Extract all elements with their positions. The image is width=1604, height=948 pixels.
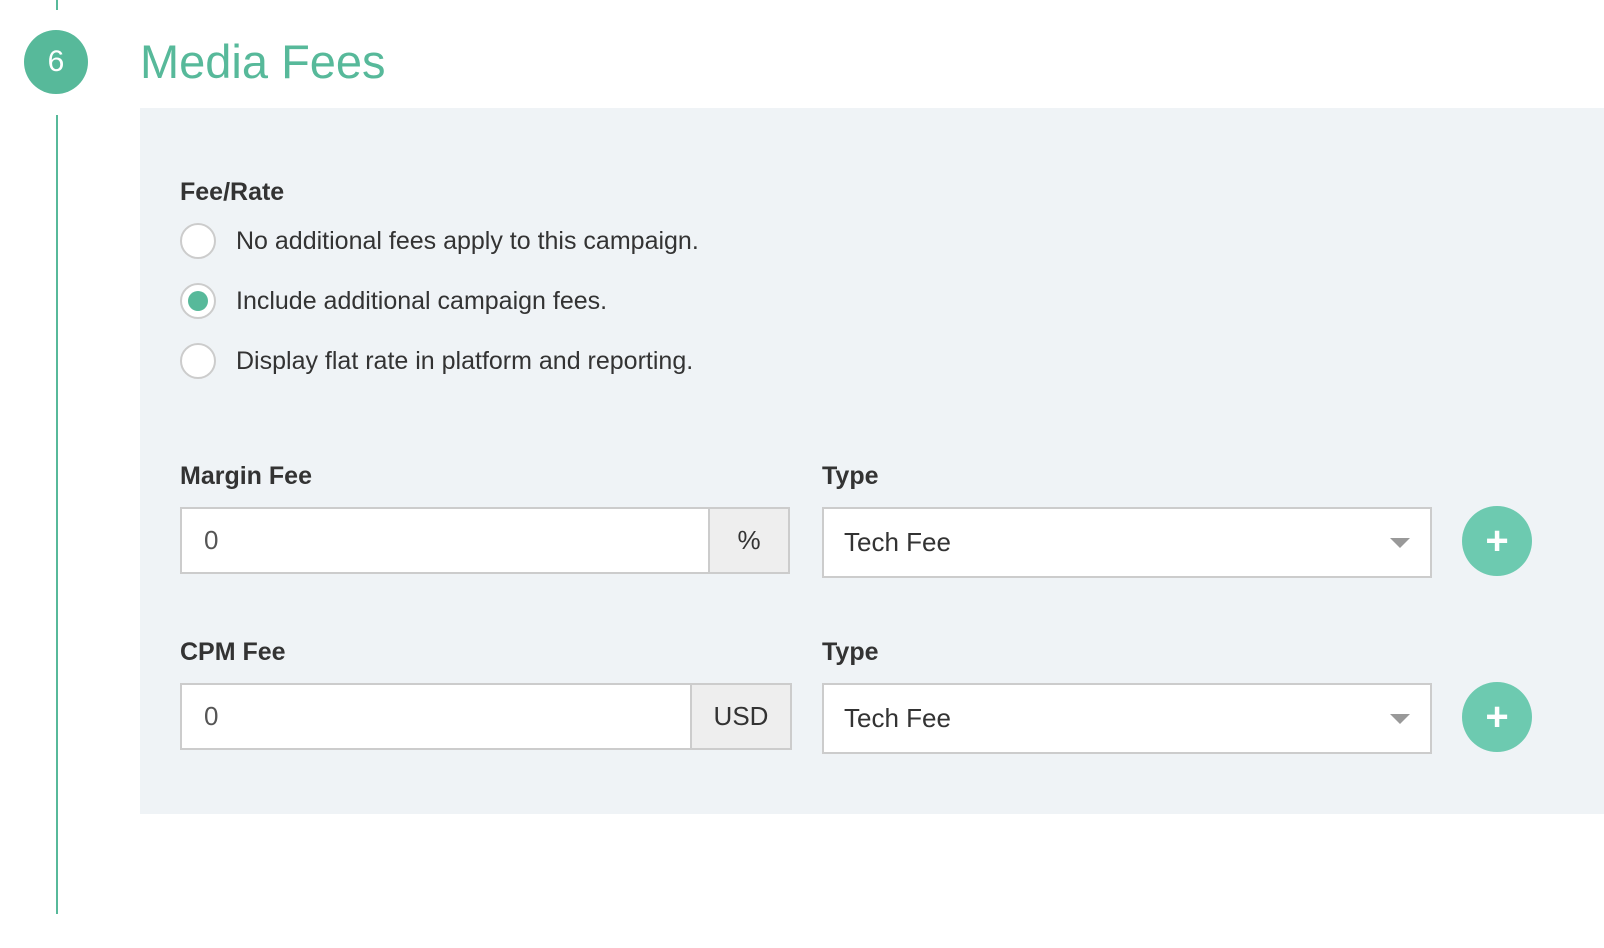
cpm-fee-input-group: USD [180, 683, 792, 750]
radio-label: Include additional campaign fees. [236, 286, 608, 315]
radio-label: Display flat rate in platform and report… [236, 346, 694, 375]
margin-fee-input[interactable] [182, 509, 708, 572]
cpm-type-label: Type [822, 638, 879, 666]
chevron-down-icon [1390, 714, 1410, 724]
usd-addon: USD [690, 685, 790, 748]
percent-addon: % [708, 509, 788, 572]
radio-button[interactable] [180, 343, 216, 379]
add-margin-fee-button[interactable]: + [1462, 506, 1532, 576]
chevron-down-icon [1390, 538, 1410, 548]
select-value: Tech Fee [844, 527, 951, 557]
margin-fee-input-group: % [180, 507, 790, 574]
radio-label: No additional fees apply to this campaig… [236, 226, 699, 255]
cpm-fee-label: CPM Fee [180, 638, 286, 666]
margin-type-select[interactable]: Tech Fee [822, 507, 1432, 578]
timeline-line [56, 0, 58, 10]
cpm-fee-input[interactable] [182, 685, 690, 748]
select-value: Tech Fee [844, 703, 951, 733]
radio-flat-rate[interactable]: Display flat rate in platform and report… [180, 343, 693, 379]
step-number-badge: 6 [24, 30, 88, 94]
plus-icon: + [1485, 694, 1509, 739]
radio-selected-dot [188, 291, 208, 311]
radio-button[interactable] [180, 223, 216, 259]
radio-include-fees[interactable]: Include additional campaign fees. [180, 283, 607, 319]
margin-fee-label: Margin Fee [180, 462, 312, 490]
add-cpm-fee-button[interactable]: + [1462, 682, 1532, 752]
cpm-type-select[interactable]: Tech Fee [822, 683, 1432, 754]
margin-type-label: Type [822, 462, 879, 490]
timeline-line [56, 115, 58, 914]
fee-rate-label: Fee/Rate [180, 178, 285, 206]
section-title: Media Fees [140, 35, 386, 88]
radio-no-fees[interactable]: No additional fees apply to this campaig… [180, 223, 699, 259]
plus-icon: + [1485, 518, 1509, 563]
radio-button[interactable] [180, 283, 216, 319]
